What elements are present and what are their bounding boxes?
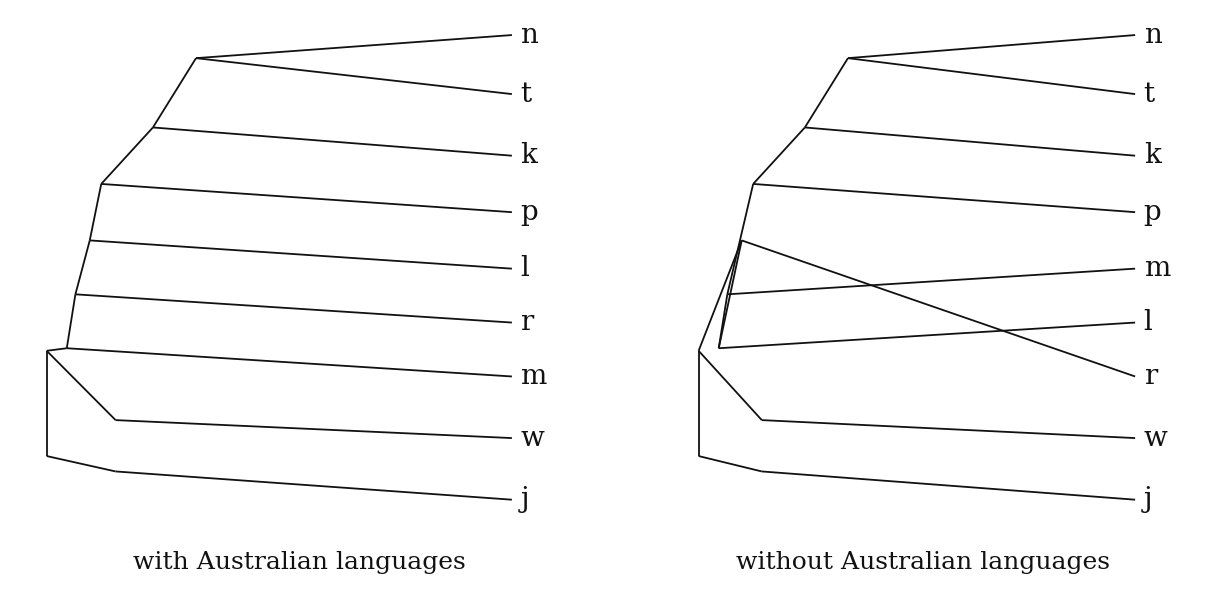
Text: n: n [1144,21,1162,48]
Text: l: l [521,255,529,282]
Text: j: j [521,486,529,513]
Text: l: l [1144,309,1152,336]
Text: with Australian languages: with Australian languages [133,551,466,574]
Text: p: p [521,199,538,226]
Text: t: t [521,81,532,107]
Text: p: p [1144,199,1161,226]
Text: w: w [521,424,544,451]
Text: without Australian languages: without Australian languages [736,551,1110,574]
Text: t: t [1144,81,1155,107]
Text: j: j [1144,486,1152,513]
Text: w: w [1144,424,1167,451]
Text: k: k [1144,142,1161,169]
Text: k: k [521,142,538,169]
Text: r: r [521,309,534,336]
Text: m: m [521,363,547,390]
Text: r: r [1144,363,1157,390]
Text: m: m [1144,255,1171,282]
Text: n: n [521,21,539,48]
